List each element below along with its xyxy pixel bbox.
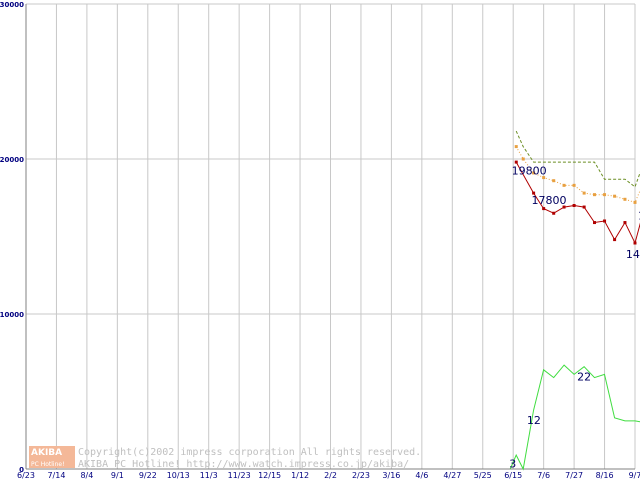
series-group [509,130,640,471]
point-red-line [562,205,566,209]
point-red-line [572,204,576,207]
x-tick-labels: 6/23 7/14 8/4 9/1 9/22 10/13 11/3 11/23 12/15 1/1… [17,471,640,480]
point-red-line [603,219,607,223]
point-orange-squares [582,191,586,195]
point-red-line [532,191,536,195]
point-orange-squares [562,183,566,187]
point-orange-squares [521,157,525,161]
point-red-line [582,205,586,209]
x-tick-label: 8/4 [80,471,93,480]
point-red-line [552,211,556,215]
akiba-logo-top: AKIBA [31,448,62,458]
point-orange-squares [552,179,556,183]
data-label: 19800 [512,165,547,178]
copyright-line: Copyright(c)2002 impress corporation All… [78,447,421,458]
url-line: AKIBA PC Hotline! http://www.watch.impre… [78,459,409,470]
x-tick-label: 1/12 [291,471,309,480]
data-label: 16980 [638,209,640,222]
x-tick-label: 9/22 [139,471,157,480]
y-tick-label: 30000 [0,1,24,9]
point-orange-squares [542,176,546,180]
x-tick-label: 3/16 [382,471,400,480]
point-orange-squares [603,193,607,197]
y-tick-label: 20000 [0,156,24,164]
akiba-logo [29,446,75,468]
x-tick-label: 10/13 [167,471,190,480]
point-orange-squares [532,171,536,175]
point-red-line [542,207,546,211]
data-label: 12 [527,414,541,427]
x-tick-label: 11/3 [200,471,218,480]
point-red-line [593,221,597,225]
point-red-line [633,241,637,245]
point-red-line [623,221,627,225]
x-tick-label: 2/23 [352,471,370,480]
point-orange-squares [514,145,518,149]
x-tick-label: 4/27 [443,471,461,480]
point-red-line [613,238,617,242]
point-orange-squares [633,200,637,204]
y-tick-label: 10000 [0,311,24,319]
data-labels: 198001780016980145801222103 [509,165,640,471]
point-red-line [514,160,518,164]
akiba-logo-bottom: PC Hotline! [31,461,64,468]
series-green-count [509,364,640,471]
series-upper-dashed [515,130,640,188]
x-tick-label: 9/1 [111,471,124,480]
x-tick-label: 2/2 [324,471,337,480]
watermark: AKIBA PC Hotline! Copyright(c)2002 impre… [29,446,421,470]
x-tick-label: 5/25 [474,471,492,480]
x-tick-label: 7/14 [47,471,65,480]
axes [25,4,635,470]
x-tick-label: 6/23 [17,471,35,480]
x-tick-label: 11/23 [228,471,251,480]
x-tick-label: 6/15 [504,471,522,480]
x-tick-label: 12/15 [258,471,281,480]
data-label: 3 [509,457,516,470]
grid [25,3,636,470]
x-tick-label: 8/16 [596,471,614,480]
y-tick-labels: 30000 20000 10000 0 [0,1,24,474]
data-label: 22 [577,371,591,384]
point-orange-squares [623,197,627,201]
x-tick-label: 9/7 [629,471,640,480]
data-label: 17800 [531,194,566,207]
point-orange-squares [572,183,576,187]
x-tick-label: 7/27 [565,471,583,480]
point-orange-squares [593,193,597,197]
x-tick-label: 7/6 [537,471,550,480]
y-tick-label: 0 [19,466,24,474]
data-label: 14580 [626,248,640,261]
x-tick-label: 4/6 [415,471,428,480]
point-orange-squares [613,194,617,198]
